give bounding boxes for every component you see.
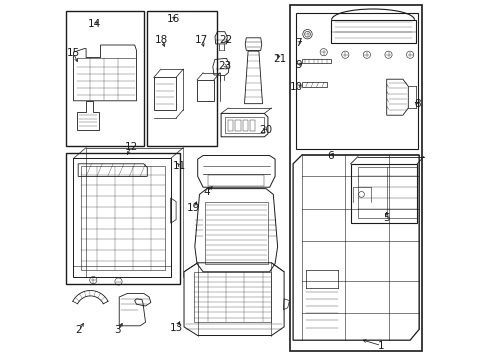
Text: 10: 10 (289, 82, 303, 92)
Bar (228, 120, 233, 131)
Bar (208, 175, 264, 186)
Text: 8: 8 (413, 99, 420, 109)
Text: 5: 5 (383, 213, 389, 223)
Bar (224, 117, 263, 133)
Text: 21: 21 (273, 54, 286, 64)
Bar (295, 13, 417, 149)
Text: 6: 6 (327, 150, 333, 161)
Bar (357, 167, 416, 218)
Bar (242, 120, 247, 131)
Text: 18: 18 (155, 35, 168, 45)
Text: 23: 23 (218, 60, 231, 71)
Text: 19: 19 (186, 203, 200, 213)
Bar (66, 11, 143, 146)
Text: 11: 11 (173, 161, 186, 171)
Bar (204, 202, 267, 264)
Text: 2: 2 (76, 325, 82, 336)
Text: 13: 13 (169, 323, 183, 333)
Text: 16: 16 (166, 14, 180, 24)
Text: 7: 7 (295, 38, 301, 48)
Bar (289, 5, 421, 351)
Bar (249, 120, 254, 131)
Text: 22: 22 (219, 35, 232, 45)
Text: 4: 4 (203, 186, 209, 197)
Bar (66, 153, 179, 284)
Text: 12: 12 (124, 142, 138, 152)
Bar (146, 11, 216, 146)
Text: 20: 20 (258, 125, 271, 135)
Bar (81, 166, 165, 270)
Text: 15: 15 (67, 48, 80, 58)
Bar (194, 272, 271, 322)
Text: 14: 14 (87, 19, 101, 30)
Text: 3: 3 (114, 325, 121, 336)
Text: 1: 1 (377, 341, 384, 351)
Text: 9: 9 (295, 60, 301, 70)
Bar (235, 120, 240, 131)
Text: 17: 17 (194, 35, 207, 45)
